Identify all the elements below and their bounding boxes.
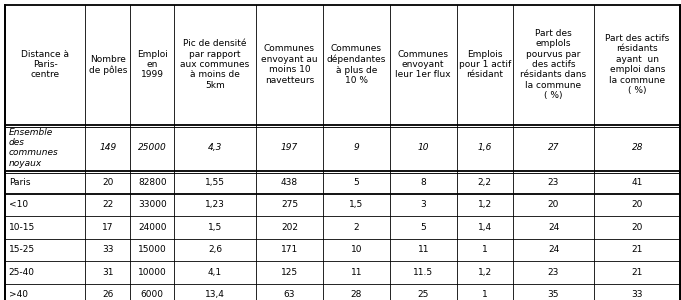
Text: 3: 3 <box>420 200 426 209</box>
Text: 25: 25 <box>417 290 429 299</box>
Text: 202: 202 <box>281 223 298 232</box>
Text: 275: 275 <box>281 200 298 209</box>
Text: 11: 11 <box>351 268 362 277</box>
Text: Part des actifs
résidants
ayant  un
emploi dans
la commune
( %): Part des actifs résidants ayant un emplo… <box>605 34 669 95</box>
Text: 28: 28 <box>632 143 643 152</box>
Text: 125: 125 <box>281 268 298 277</box>
Text: 4,3: 4,3 <box>208 143 222 152</box>
Text: Ensemble
des
communes
noyaux: Ensemble des communes noyaux <box>9 128 59 168</box>
Text: 15-25: 15-25 <box>9 245 35 254</box>
Text: 21: 21 <box>632 245 643 254</box>
Text: 1,6: 1,6 <box>477 143 492 152</box>
Text: 2,6: 2,6 <box>208 245 222 254</box>
Text: 82800: 82800 <box>138 178 167 187</box>
Text: 2,2: 2,2 <box>477 178 492 187</box>
Text: 23: 23 <box>548 268 559 277</box>
Text: 22: 22 <box>102 200 114 209</box>
Text: 149: 149 <box>99 143 116 152</box>
Text: 24: 24 <box>548 245 559 254</box>
Text: Emplois
pour 1 actif
résidant: Emplois pour 1 actif résidant <box>458 50 511 80</box>
Text: 5: 5 <box>420 223 426 232</box>
Text: 28: 28 <box>351 290 362 299</box>
Text: Emploi
en
1999: Emploi en 1999 <box>137 50 168 80</box>
Text: 35: 35 <box>548 290 559 299</box>
Text: 33: 33 <box>632 290 643 299</box>
Text: 11: 11 <box>417 245 429 254</box>
Text: Communes
envoyant au
moins 10
navetteurs: Communes envoyant au moins 10 navetteurs <box>261 44 318 85</box>
Text: 1,5: 1,5 <box>208 223 222 232</box>
Text: 438: 438 <box>281 178 298 187</box>
Text: 8: 8 <box>420 178 426 187</box>
Text: Communes
envoyant
leur 1er flux: Communes envoyant leur 1er flux <box>396 50 451 80</box>
Text: Communes
dépendantes
à plus de
10 %: Communes dépendantes à plus de 10 % <box>327 44 386 85</box>
Text: 20: 20 <box>632 200 643 209</box>
Text: 11.5: 11.5 <box>413 268 433 277</box>
Text: 41: 41 <box>632 178 643 187</box>
Text: Part des
emploIs
pourvus par
des actifs
résidants dans
la commune
( %): Part des emploIs pourvus par des actifs … <box>520 29 586 100</box>
Text: Distance à
Paris-
centre: Distance à Paris- centre <box>21 50 69 80</box>
Text: <10: <10 <box>9 200 28 209</box>
Text: Paris: Paris <box>9 178 31 187</box>
Text: 33: 33 <box>102 245 114 254</box>
Text: 63: 63 <box>284 290 296 299</box>
Text: 1,4: 1,4 <box>477 223 492 232</box>
Text: 1,23: 1,23 <box>205 200 225 209</box>
Text: 1: 1 <box>481 290 488 299</box>
Text: 15000: 15000 <box>138 245 167 254</box>
Text: 33000: 33000 <box>138 200 167 209</box>
Text: Nombre
de pôles: Nombre de pôles <box>89 55 127 74</box>
Text: 10: 10 <box>417 143 429 152</box>
Text: 20: 20 <box>632 223 643 232</box>
Text: 1,5: 1,5 <box>349 200 364 209</box>
Text: 25-40: 25-40 <box>9 268 35 277</box>
Text: 23: 23 <box>548 178 559 187</box>
Text: 10: 10 <box>351 245 362 254</box>
Text: 25000: 25000 <box>138 143 167 152</box>
Text: 9: 9 <box>353 143 360 152</box>
Text: 26: 26 <box>102 290 114 299</box>
Text: 31: 31 <box>102 268 114 277</box>
Text: 6000: 6000 <box>141 290 163 299</box>
Text: 24: 24 <box>548 223 559 232</box>
Text: 1,2: 1,2 <box>477 200 492 209</box>
Text: 21: 21 <box>632 268 643 277</box>
Text: 13,4: 13,4 <box>205 290 225 299</box>
Text: 1,2: 1,2 <box>477 268 492 277</box>
Text: 2: 2 <box>353 223 359 232</box>
Text: 4,1: 4,1 <box>208 268 222 277</box>
Text: >40: >40 <box>9 290 28 299</box>
Text: 20: 20 <box>102 178 114 187</box>
Text: 27: 27 <box>548 143 559 152</box>
Text: 1,55: 1,55 <box>205 178 225 187</box>
Text: 20: 20 <box>548 200 559 209</box>
Text: 17: 17 <box>102 223 114 232</box>
Text: 10-15: 10-15 <box>9 223 35 232</box>
Text: 24000: 24000 <box>138 223 166 232</box>
Text: 171: 171 <box>281 245 298 254</box>
Text: 197: 197 <box>281 143 298 152</box>
Text: 1: 1 <box>481 245 488 254</box>
Text: Pic de densité
par rapport
aux communes
à moins de
5km: Pic de densité par rapport aux communes … <box>180 39 250 90</box>
Text: 10000: 10000 <box>138 268 167 277</box>
Text: 5: 5 <box>353 178 360 187</box>
